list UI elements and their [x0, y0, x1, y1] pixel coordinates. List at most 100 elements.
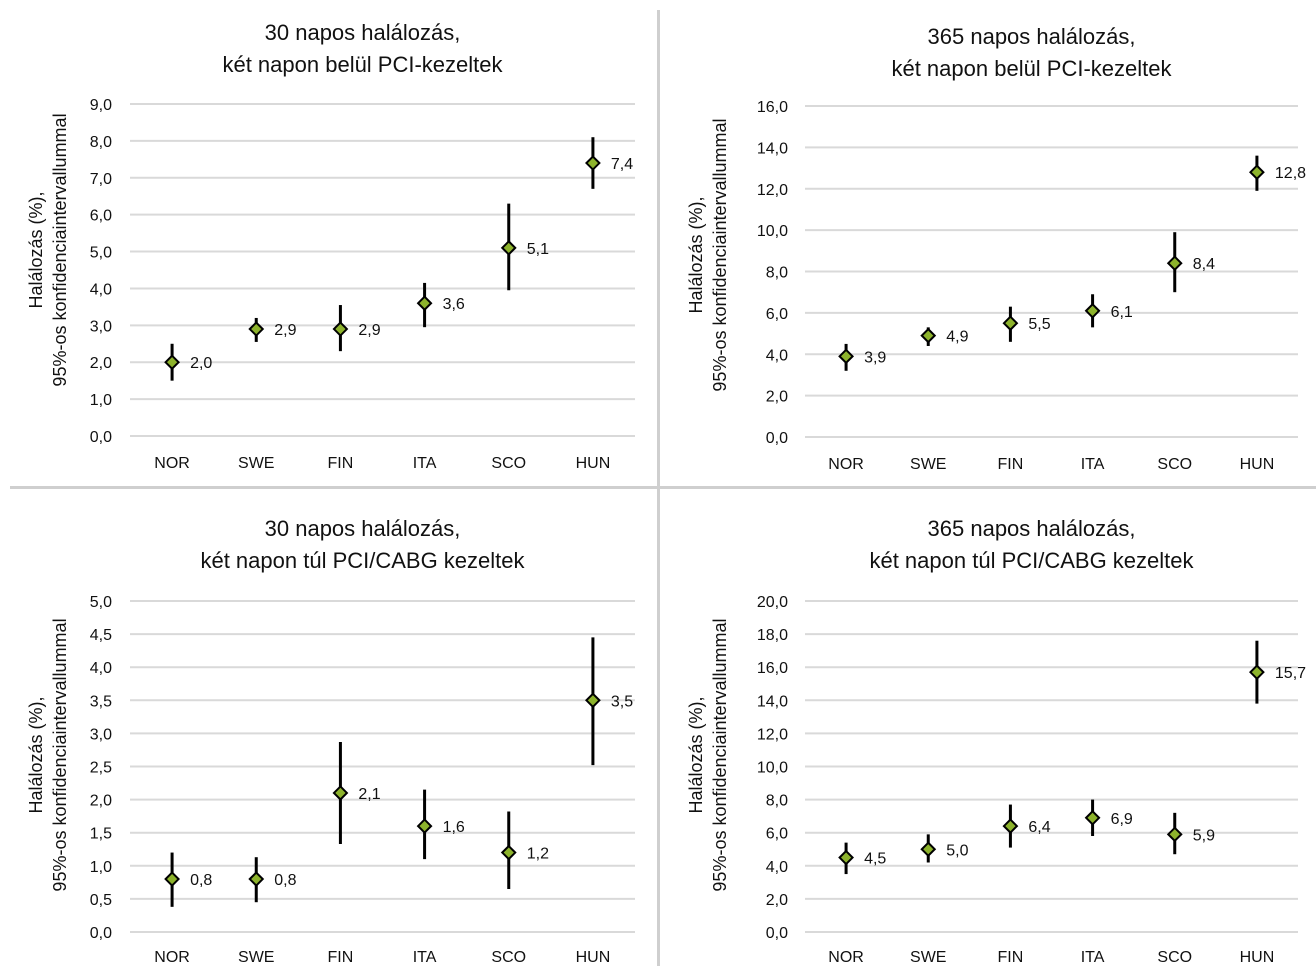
- y-tick-label: 2,0: [766, 389, 788, 406]
- y-tick-label: 6,0: [90, 208, 112, 225]
- data-label: 5,9: [1193, 827, 1215, 844]
- x-category-label: SCO: [491, 455, 526, 472]
- x-category-label: NOR: [154, 455, 190, 472]
- y-tick-label: 0,0: [766, 925, 788, 942]
- data-label: 5,5: [1028, 316, 1050, 333]
- chart-root: 30 napos halálozás, két napon túl PCI/CAB…: [26, 516, 635, 966]
- horizontal-divider: [10, 486, 1316, 489]
- x-category-label: FIN: [328, 455, 354, 472]
- data-point-marker: [838, 849, 854, 866]
- data-label: 4,5: [864, 851, 886, 868]
- y-tick-label: 1,0: [90, 392, 112, 409]
- y-tick-label: 2,0: [90, 793, 112, 810]
- x-category-label: HUN: [1240, 456, 1275, 473]
- y-tick-label: 8,0: [90, 134, 112, 151]
- data-label: 4,9: [946, 329, 968, 346]
- data-point-marker: [1002, 818, 1019, 834]
- x-category-label: SWE: [238, 455, 274, 472]
- y-tick-label: 16,0: [757, 99, 788, 116]
- y-tick-label: 6,0: [766, 306, 788, 323]
- data-point-marker: [1166, 255, 1183, 272]
- x-category-label: ITA: [413, 949, 437, 966]
- data-point-marker: [416, 818, 433, 834]
- data-label: 2,9: [358, 322, 380, 339]
- y-axis-label-line: 95%-os konfidenciaintervallummal: [710, 618, 730, 891]
- chart-panel-365-day-beyond-2-days: 365 napos halálozás, két napon túl PCI/CA…: [658, 488, 1316, 966]
- data-point-marker: [920, 841, 937, 858]
- x-category-label: HUN: [576, 455, 611, 472]
- data-point-marker: [1084, 302, 1101, 319]
- x-category-label: NOR: [154, 949, 190, 966]
- y-tick-label: 3,5: [90, 693, 112, 710]
- data-label: 5,0: [946, 842, 968, 859]
- chart-root: 30 napos halálozás, két napon belül PCI-k…: [26, 20, 635, 472]
- data-point-marker: [1002, 315, 1019, 332]
- x-category-label: ITA: [1081, 949, 1105, 966]
- x-category-label: SCO: [1157, 456, 1192, 473]
- y-tick-label: 0,5: [90, 892, 112, 909]
- data-point-marker: [920, 327, 937, 344]
- x-category-label: FIN: [998, 456, 1024, 473]
- chart-root: 365 napos halálozás, két napon belül PCI-…: [686, 24, 1306, 473]
- y-tick-label: 1,0: [90, 859, 112, 876]
- data-label: 6,4: [1028, 819, 1050, 836]
- chart-svg: 365 napos halálozás, két napon túl PCI/CA…: [686, 516, 1306, 966]
- chart-title-line: két napon túl PCI/CABG kezeltek: [869, 548, 1194, 573]
- y-tick-label: 12,0: [757, 182, 788, 199]
- x-category-label: HUN: [1240, 949, 1275, 966]
- chart-svg: 30 napos halálozás, két napon túl PCI/CAB…: [26, 516, 635, 966]
- chart-svg: 30 napos halálozás, két napon belül PCI-k…: [26, 20, 635, 472]
- y-tick-label: 2,0: [90, 355, 112, 372]
- chart-title-line: 365 napos halálozás,: [928, 516, 1136, 541]
- data-point-marker: [332, 321, 349, 337]
- chart-title-line: 365 napos halálozás,: [928, 24, 1136, 49]
- y-axis-label-line: 95%-os konfidenciaintervallummal: [50, 113, 70, 386]
- y-tick-label: 4,0: [766, 859, 788, 876]
- data-point-marker: [1166, 826, 1183, 843]
- y-tick-label: 4,5: [90, 627, 112, 644]
- data-point-marker: [164, 871, 180, 887]
- data-label: 3,9: [864, 349, 886, 366]
- y-axis-label-line: Halálozás (%),: [686, 696, 706, 813]
- y-axis-label-line: 95%-os konfidenciaintervallummal: [710, 118, 730, 391]
- data-label: 2,1: [358, 786, 380, 803]
- y-tick-label: 4,0: [90, 281, 112, 298]
- y-tick-label: 4,0: [90, 660, 112, 677]
- data-label: 2,0: [190, 355, 212, 372]
- y-axis-label-line: 95%-os konfidenciaintervallummal: [50, 618, 70, 891]
- x-category-label: FIN: [998, 949, 1024, 966]
- data-label: 0,8: [274, 872, 296, 889]
- x-category-label: FIN: [328, 949, 354, 966]
- data-point-marker: [1084, 809, 1101, 826]
- y-tick-label: 0,0: [90, 925, 112, 942]
- y-tick-label: 9,0: [90, 97, 112, 114]
- x-category-label: ITA: [413, 455, 437, 472]
- x-category-label: SWE: [910, 456, 946, 473]
- y-tick-label: 8,0: [766, 265, 788, 282]
- y-tick-label: 5,0: [90, 594, 112, 611]
- data-point-marker: [248, 321, 265, 337]
- x-category-label: SCO: [491, 949, 526, 966]
- y-tick-label: 5,0: [90, 245, 112, 262]
- data-point-marker: [248, 871, 265, 887]
- y-tick-label: 10,0: [757, 223, 788, 240]
- x-category-label: NOR: [828, 456, 864, 473]
- data-point-marker: [1249, 164, 1265, 181]
- data-point-marker: [1249, 664, 1265, 681]
- y-tick-label: 3,0: [90, 726, 112, 743]
- y-tick-label: 12,0: [757, 726, 788, 743]
- y-tick-label: 1,5: [90, 826, 112, 843]
- data-label: 12,8: [1275, 165, 1306, 182]
- y-tick-label: 4,0: [766, 347, 788, 364]
- data-point-marker: [500, 844, 517, 861]
- y-tick-label: 6,0: [766, 826, 788, 843]
- chart-title-line: 30 napos halálozás,: [265, 20, 461, 45]
- data-point-marker: [500, 239, 517, 256]
- data-label: 1,6: [443, 819, 465, 836]
- data-point-marker: [585, 155, 601, 171]
- chart-panel-365-day-within-2-days: 365 napos halálozás, két napon belül PCI-…: [658, 0, 1316, 488]
- y-axis-label-line: Halálozás (%),: [686, 196, 706, 313]
- data-label: 5,1: [527, 241, 549, 258]
- x-category-label: SWE: [910, 949, 946, 966]
- chart-root: 365 napos halálozás, két napon túl PCI/CA…: [686, 516, 1306, 966]
